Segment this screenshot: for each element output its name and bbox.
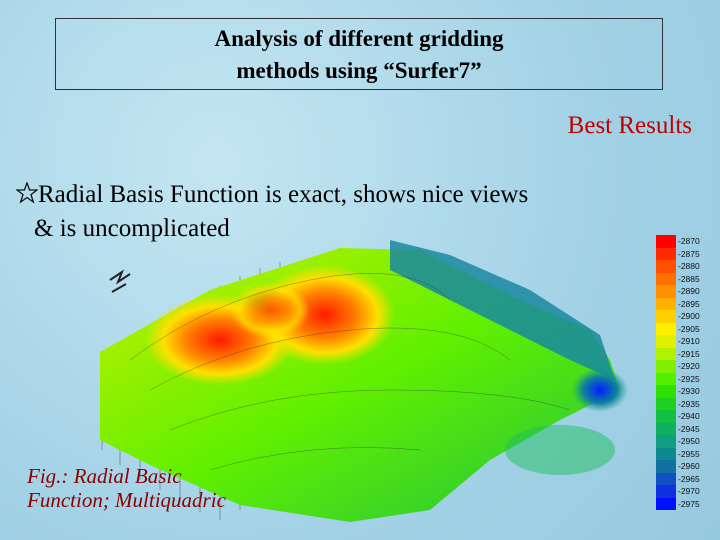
caption-line: Function; Multiquadric: [27, 488, 226, 512]
legend-label: -2920: [678, 361, 700, 371]
bullet: Radial Basis Function is exact, shows ni…: [34, 178, 529, 246]
legend-label: -2950: [678, 436, 700, 446]
legend-swatch: [656, 447, 676, 460]
legend-swatch: [656, 460, 676, 473]
legend-swatch: [656, 247, 676, 260]
figure-caption: Fig.: Radial Basic Function; Multiquadri…: [27, 464, 226, 512]
legend-label: -2945: [678, 423, 700, 434]
legend-label: -2880: [678, 261, 700, 271]
bullet-line: Radial Basis Function is exact, shows ni…: [38, 181, 529, 208]
title-box: Analysis of different gridding methods u…: [55, 18, 663, 90]
legend-label: -2910: [678, 336, 700, 346]
bullet-star: [16, 182, 38, 204]
legend-swatch: [656, 335, 676, 348]
surface-plot: [100, 240, 628, 522]
legend-swatch: [656, 272, 676, 285]
legend-label: -2935: [678, 398, 700, 409]
legend-label: -2905: [678, 323, 700, 334]
legend-swatch: [656, 422, 676, 435]
caption-line: Fig.: Radial Basic: [27, 464, 182, 488]
legend-label: -2870: [678, 236, 700, 246]
legend-label: -2885: [678, 273, 700, 284]
bullet-line: & is uncomplicated: [34, 215, 230, 242]
legend-swatch: [656, 397, 676, 410]
legend-swatch: [656, 410, 676, 423]
legend-swatch: [656, 372, 676, 385]
tag: Best Results: [567, 112, 692, 139]
legend-label: -2965: [678, 473, 700, 484]
legend-swatch: [656, 435, 676, 448]
legend-label: -2955: [678, 448, 700, 459]
legend-label: -2890: [678, 286, 700, 296]
legend-label: -2940: [678, 411, 700, 421]
legend-label: -2975: [678, 498, 700, 509]
legend-label: -2900: [678, 311, 700, 321]
legend-swatch: [656, 472, 676, 485]
legend-label: -2930: [678, 386, 700, 396]
legend-swatch: [656, 497, 676, 510]
legend-label: -2970: [678, 486, 700, 496]
legend-swatch: [656, 360, 676, 373]
title-line: Analysis of different gridding: [214, 26, 504, 51]
legend-swatch: [656, 347, 676, 360]
legend-swatch: [656, 297, 676, 310]
legend-swatch: [656, 322, 676, 335]
legend-label: -2915: [678, 348, 700, 359]
legend-swatch: [656, 385, 676, 398]
legend-swatch: [656, 260, 676, 273]
legend-label: -2875: [678, 248, 700, 259]
legend-swatch: [656, 285, 676, 298]
title-line: methods using “Surfer7”: [236, 58, 482, 83]
legend-label: -2960: [678, 461, 700, 471]
legend-label: -2895: [678, 298, 700, 309]
legend-label: -2925: [678, 373, 700, 384]
legend-swatch: [656, 485, 676, 498]
legend-swatch: [656, 310, 676, 323]
legend-swatch: [656, 235, 676, 248]
